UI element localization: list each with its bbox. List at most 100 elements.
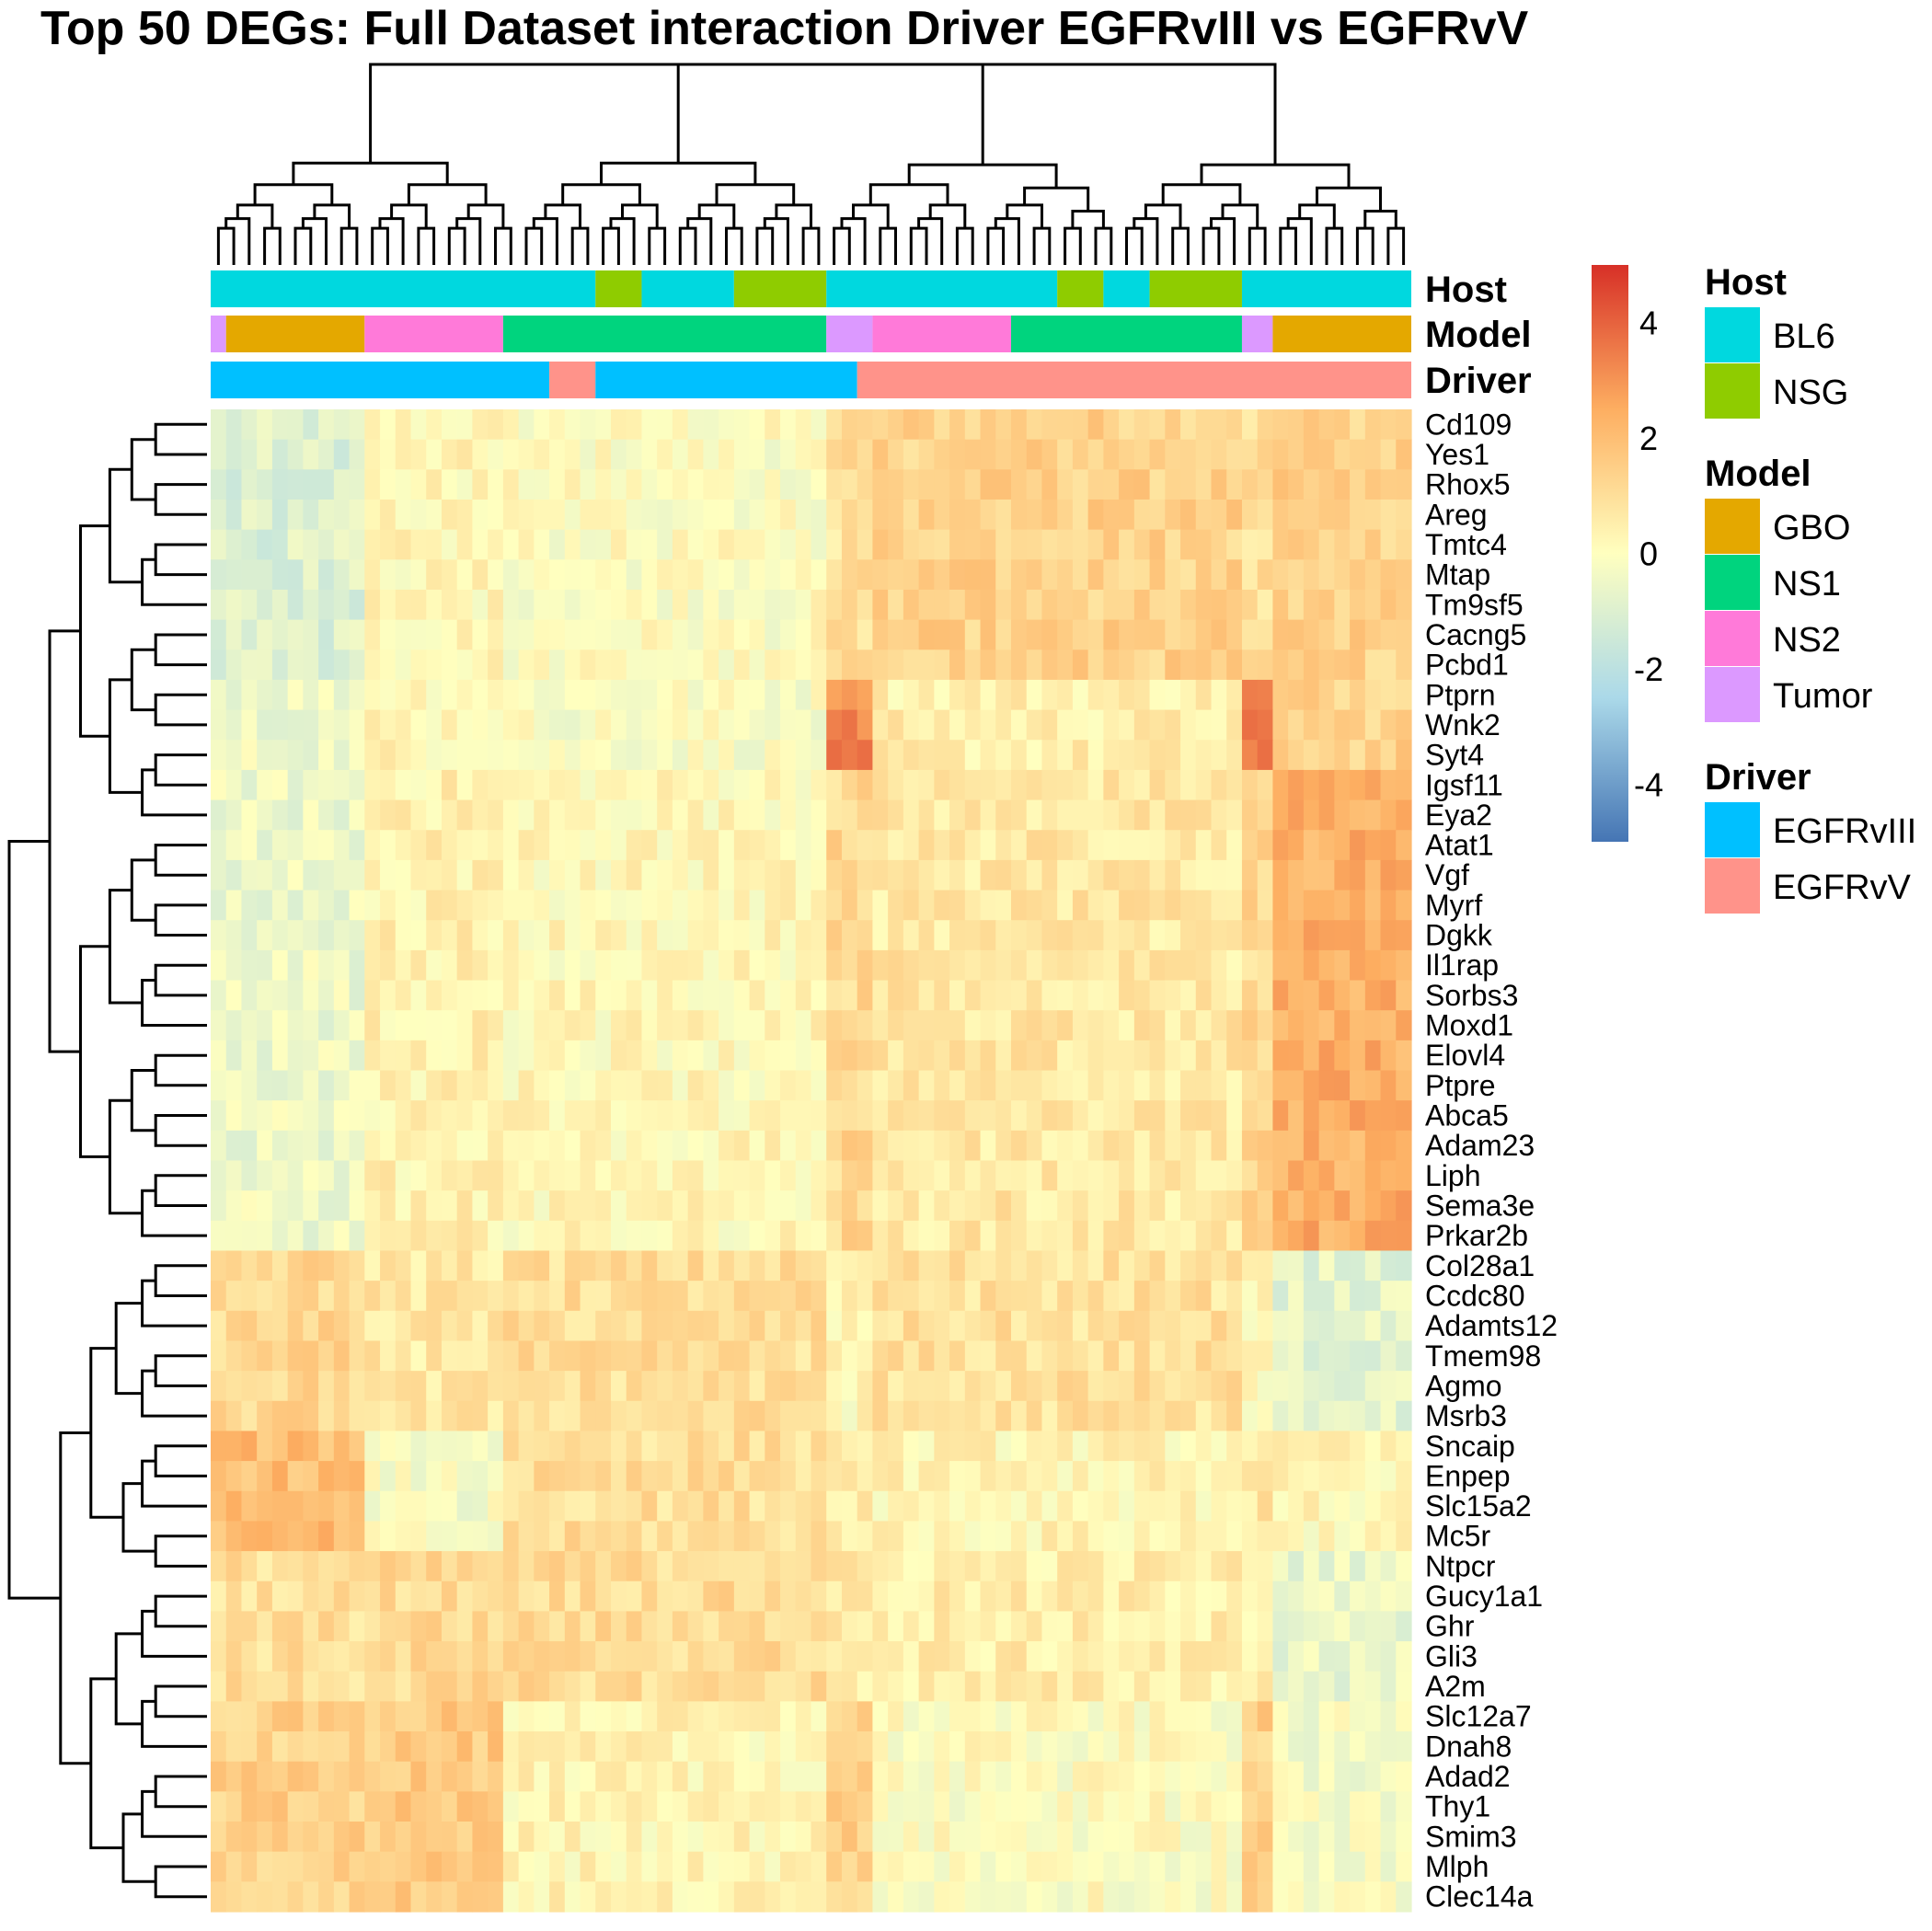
heatmap-cell bbox=[765, 1310, 781, 1342]
legend-label: NS2 bbox=[1773, 621, 1841, 660]
heatmap-cell bbox=[380, 1010, 397, 1041]
dendrogram-branch bbox=[1363, 210, 1397, 229]
heatmap-cell bbox=[1364, 1611, 1382, 1642]
heatmap-cell bbox=[1011, 499, 1028, 531]
heatmap-cell bbox=[657, 1371, 673, 1402]
heatmap-cell bbox=[872, 1822, 889, 1853]
heatmap-cell bbox=[426, 1551, 443, 1582]
heatmap-cell bbox=[518, 740, 535, 771]
heatmap-cell bbox=[303, 1310, 319, 1342]
heatmap-cell bbox=[1195, 1731, 1213, 1763]
heatmap-cell bbox=[749, 1791, 765, 1822]
heatmap-cell bbox=[580, 1461, 596, 1492]
heatmap-cell bbox=[1180, 709, 1197, 741]
heatmap-cell bbox=[1195, 830, 1213, 861]
heatmap-cell bbox=[534, 799, 550, 831]
heatmap-cell bbox=[1133, 619, 1151, 650]
heatmap-cell bbox=[1380, 679, 1397, 711]
heatmap-cell bbox=[1165, 859, 1181, 891]
heatmap-cell bbox=[872, 1310, 889, 1342]
heatmap-cell bbox=[1364, 1190, 1382, 1222]
heatmap-cell bbox=[456, 1190, 474, 1222]
heatmap-cell bbox=[1380, 1731, 1397, 1763]
heatmap-cell bbox=[918, 1701, 935, 1732]
heatmap-cell bbox=[564, 1100, 581, 1132]
heatmap-cell bbox=[733, 529, 751, 560]
heatmap-cell bbox=[964, 1701, 982, 1732]
heatmap-cell bbox=[964, 439, 982, 470]
heatmap-cell bbox=[441, 859, 458, 891]
heatmap-cell bbox=[518, 1100, 535, 1132]
heatmap-cell bbox=[580, 1521, 596, 1552]
heatmap-cell bbox=[534, 1791, 550, 1822]
heatmap-cell bbox=[903, 1371, 920, 1402]
heatmap-cell bbox=[271, 439, 289, 470]
heatmap-cell bbox=[1119, 890, 1135, 921]
heatmap-cell bbox=[595, 799, 612, 831]
heatmap-cell bbox=[964, 1130, 982, 1162]
heatmap-cell bbox=[225, 859, 243, 891]
row-label: Il1rap bbox=[1425, 948, 1499, 982]
heatmap-cell bbox=[534, 920, 550, 951]
heatmap-cell bbox=[672, 1040, 689, 1072]
heatmap-cell bbox=[595, 1431, 612, 1462]
heatmap-cell bbox=[611, 469, 627, 500]
heatmap-cell bbox=[488, 1791, 504, 1822]
heatmap-cell bbox=[1303, 1881, 1320, 1913]
heatmap-cell bbox=[349, 1160, 365, 1191]
heatmap-cell bbox=[687, 1881, 704, 1913]
heatmap-cell bbox=[1149, 1611, 1166, 1642]
heatmap-cell bbox=[888, 439, 904, 470]
heatmap-cell bbox=[549, 1190, 566, 1222]
heatmap-cell bbox=[595, 499, 612, 531]
heatmap-cell bbox=[1087, 1671, 1104, 1702]
heatmap-cell bbox=[1364, 859, 1382, 891]
heatmap-cell bbox=[1041, 1611, 1058, 1642]
heatmap-cell bbox=[1011, 1431, 1028, 1462]
heatmap-cell bbox=[1380, 499, 1397, 531]
heatmap-cell bbox=[841, 619, 858, 650]
heatmap-cell bbox=[1211, 1400, 1227, 1432]
heatmap-cell bbox=[1364, 1100, 1382, 1132]
heatmap-cell bbox=[1133, 529, 1151, 560]
heatmap-cell bbox=[580, 679, 596, 711]
heatmap-cell bbox=[1165, 1490, 1181, 1523]
heatmap-cell bbox=[765, 529, 781, 560]
heatmap-cell bbox=[303, 1100, 319, 1132]
heatmap-cell bbox=[364, 920, 381, 951]
heatmap-cell bbox=[687, 409, 704, 441]
heatmap-cell bbox=[241, 890, 258, 921]
heatmap-cell bbox=[595, 1551, 612, 1582]
heatmap-cell bbox=[1180, 1371, 1197, 1402]
heatmap-cell bbox=[349, 499, 365, 531]
heatmap-cell bbox=[719, 830, 735, 861]
heatmap-cell bbox=[1303, 1070, 1320, 1101]
heatmap-cell bbox=[964, 1100, 982, 1132]
heatmap-cell bbox=[780, 1040, 797, 1072]
heatmap-cell bbox=[580, 1371, 596, 1402]
heatmap-cell bbox=[934, 1340, 950, 1372]
heatmap-cell bbox=[549, 1641, 566, 1672]
heatmap-cell bbox=[611, 1010, 627, 1041]
heatmap-cell bbox=[395, 1160, 412, 1191]
heatmap-cell bbox=[518, 1521, 535, 1552]
heatmap-cell bbox=[903, 1310, 920, 1342]
heatmap-cell bbox=[456, 949, 474, 982]
heatmap-cell bbox=[872, 1671, 889, 1702]
heatmap-cell bbox=[257, 589, 273, 621]
heatmap-cell bbox=[1103, 559, 1120, 591]
heatmap-cell bbox=[826, 1521, 843, 1552]
heatmap-cell bbox=[456, 1010, 474, 1041]
heatmap-cell bbox=[980, 1521, 996, 1552]
heatmap-cell bbox=[1087, 1641, 1104, 1672]
heatmap-cell bbox=[1180, 1281, 1197, 1312]
heatmap-cell bbox=[749, 1761, 765, 1792]
heatmap-cell bbox=[1057, 769, 1074, 801]
heatmap-cell bbox=[657, 799, 673, 831]
dendrogram-branch bbox=[407, 183, 488, 205]
heatmap-cell bbox=[456, 1521, 474, 1552]
heatmap-cell bbox=[1103, 499, 1120, 531]
heatmap-cell bbox=[534, 1400, 550, 1432]
heatmap-cell bbox=[518, 1160, 535, 1191]
heatmap-cell bbox=[749, 619, 765, 650]
